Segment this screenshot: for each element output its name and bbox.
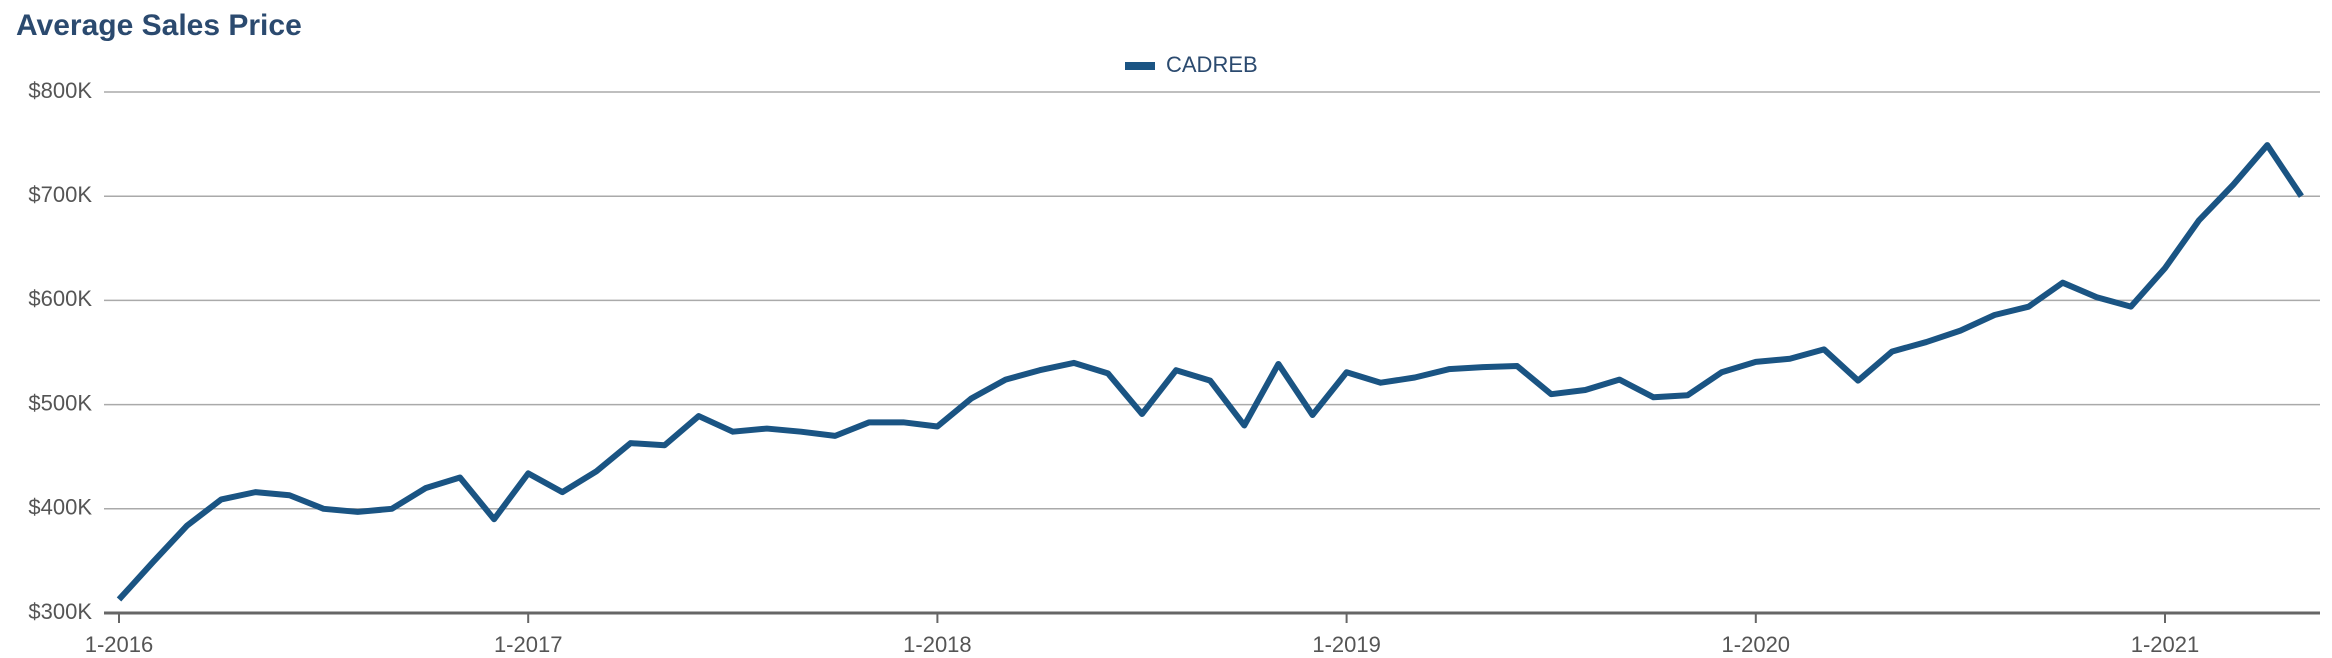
x-tick-label: 1-2020 <box>1722 632 1791 657</box>
x-tick-label: 1-2018 <box>903 632 972 657</box>
x-tick-label: 1-2017 <box>494 632 563 657</box>
x-tick-label: 1-2021 <box>2131 632 2200 657</box>
line <box>116 142 2304 602</box>
y-tick-label: $300K <box>28 599 92 624</box>
x-tick-label: 1-2016 <box>85 632 154 657</box>
y-tick-label: $800K <box>28 78 92 103</box>
y-tick-label: $600K <box>28 286 92 311</box>
x-tick-label: 1-2019 <box>1312 632 1381 657</box>
y-tick-label: $500K <box>28 390 92 415</box>
y-tick-label: $400K <box>28 495 92 520</box>
legend-label: CADREB <box>1166 52 1258 77</box>
chart-title: Average Sales Price <box>16 9 302 42</box>
y-tick-label: $700K <box>28 182 92 207</box>
